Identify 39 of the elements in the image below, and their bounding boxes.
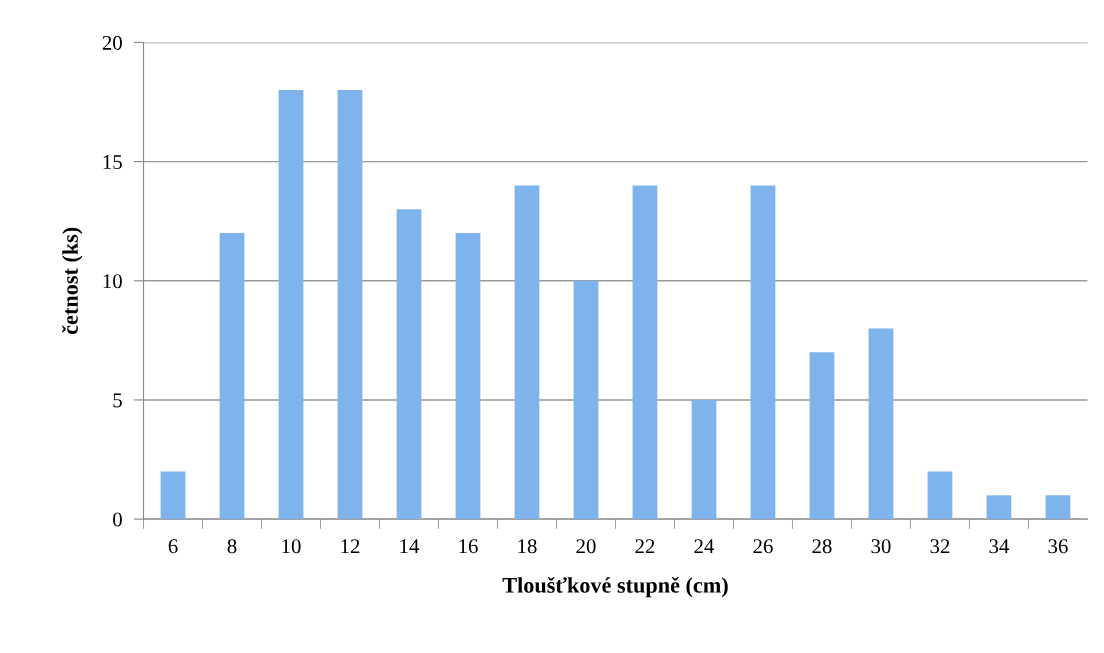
bar [278,90,304,520]
y-tick-label: 15 [103,155,122,170]
y-tick-label: 10 [103,274,122,289]
x-tick-label: 26 [753,539,773,554]
x-tick-label: 14 [400,539,420,554]
x-tick-label: 28 [812,539,832,554]
y-tick-label: 20 [102,35,122,50]
bar [927,471,953,520]
x-tick-label: 36 [1048,539,1068,554]
x-tick-label: 22 [635,539,655,554]
x-tick-label: 32 [930,539,950,554]
bar [868,328,894,520]
x-tick-label: 20 [576,539,596,554]
bar [396,209,422,520]
bar [514,185,540,520]
x-axis-title: Tloušťkové stupně (cm) [502,576,728,598]
x-tick-label: 6 [168,539,178,554]
y-tick-label: 0 [113,512,122,527]
x-tick-label: 10 [282,539,301,554]
x-tick-label: 30 [871,539,891,554]
x-tick-label: 8 [227,539,237,554]
bar [750,185,776,520]
bar [691,399,717,520]
x-tick-label: 12 [341,539,360,554]
bar [986,495,1012,520]
bar [632,185,658,520]
x-tick-label: 24 [694,539,715,554]
bar [160,471,186,520]
bar [573,280,599,520]
y-tick-label: 5 [113,393,122,408]
x-tick-label: 34 [989,539,1010,554]
bar [809,352,835,520]
bar [455,233,481,520]
bar [1045,495,1071,520]
bar [337,90,363,520]
bar [219,233,245,520]
y-axis-title: četnost (ks) [62,227,83,335]
x-tick-label: 18 [518,539,537,554]
x-tick-label: 16 [459,539,478,554]
